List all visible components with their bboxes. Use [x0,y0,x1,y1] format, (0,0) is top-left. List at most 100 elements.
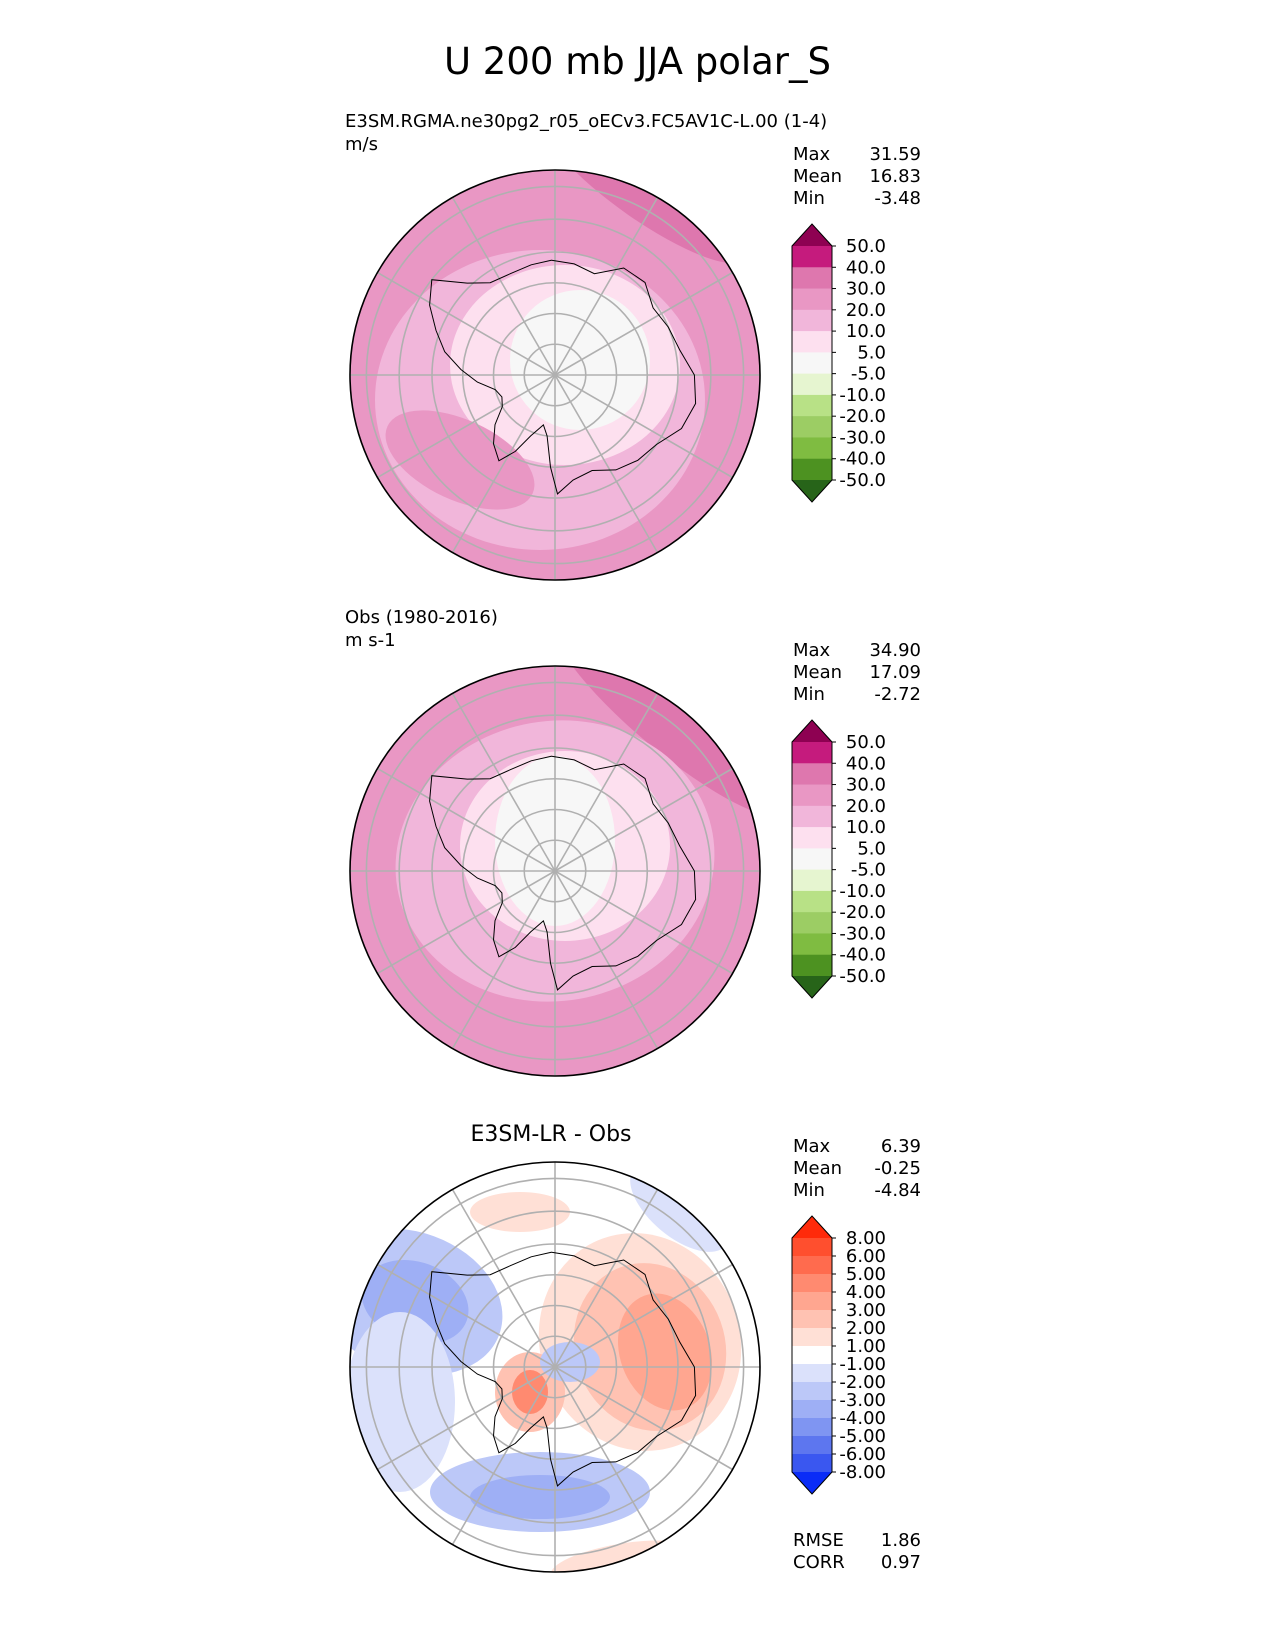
meridian-line [554,1366,659,1545]
colorbar-segment [792,1436,832,1455]
colorbar-tick-label: -20.0 [839,902,886,923]
meridian-line [554,1263,733,1368]
map-boundary [349,665,761,1077]
meridian-line [554,374,659,553]
colorbar-segment [792,784,832,807]
colorbar-segment [792,288,832,311]
colorbar-extend-top [792,1216,832,1238]
colorbar-tick-label: 5.0 [857,838,886,859]
colorbar-segment [792,1382,832,1401]
colorbar-segment [792,848,832,871]
colorbar-segment [792,890,832,913]
colorbar-tick-label: 30.0 [846,775,886,796]
colorbar-tick-label: -1.00 [839,1354,886,1375]
colorbar-tick-label: -5.0 [851,860,886,881]
meridian-line [554,374,733,479]
meridian-line [451,197,556,376]
colorbar-segment [792,742,832,764]
colorbar-tick-label: 2.00 [846,1318,886,1339]
colorbar-extend-bottom [792,1472,832,1494]
colorbar-tick-label: -3.00 [839,1390,886,1411]
colorbar-tick-label: 50.0 [846,236,886,257]
meridian-line [554,767,733,872]
colorbar-tick-label: 20.0 [846,796,886,817]
colorbar-segment [792,954,832,977]
colorbar-segment [792,437,832,460]
colorbar-segment [792,805,832,828]
meridian-line [554,870,659,1049]
panel-title: E3SM.RGMA.ne30pg2_r05_oECv3.FC5AV1C-L.00… [345,111,828,132]
colorbar-segment [792,1328,832,1347]
colorbar-segment [792,394,832,417]
colorbar-tick-label: -2.00 [839,1372,886,1393]
map-boundary [349,169,761,581]
panel-units: m/s [345,134,378,155]
panel-title: E3SM-LR - Obs [470,1122,632,1147]
colorbar-tick-label: -10.0 [839,881,886,902]
colorbar-extend-bottom [792,480,832,502]
colorbar-tick-label: 40.0 [846,257,886,278]
colorbar-tick-label: -50.0 [839,966,886,987]
stat-mean: Mean -0.25 [793,1158,921,1179]
field-neg-3b [470,1475,610,1519]
meridian-line [554,271,733,376]
colorbar-tick-label: 10.0 [846,817,886,838]
colorbar-tick-label: -40.0 [839,449,886,470]
colorbar-segment [792,1454,832,1473]
colorbar-segment [792,1310,832,1329]
meridian-line [554,693,659,872]
meridian-line [451,870,556,1049]
colorbar-tick-label: 5.00 [846,1264,886,1285]
colorbar-tick-label: -5.00 [839,1426,886,1447]
colorbar-segment [792,869,832,892]
meridian-line [377,271,556,376]
colorbar-segment [792,1292,832,1311]
meridian-line [554,870,733,975]
colorbar-tick-label: -50.0 [839,470,886,491]
colorbar-tick-label: 40.0 [846,753,886,774]
stat-min: Min -2.72 [793,684,921,705]
meridian-line [377,374,556,479]
colorbar-tick-label: -5.0 [851,364,886,385]
colorbar-tick-label: -4.00 [839,1408,886,1429]
map-boundary [349,1161,761,1573]
colorbar-segment [792,331,832,353]
field-pos-3 [617,1293,713,1411]
colorbar-tick-label: 30.0 [846,279,886,300]
colorbar-segment [792,1418,832,1437]
colorbar-segment [792,309,832,332]
figure-title: U 200 mb JJA polar_S [443,40,832,83]
colorbar-tick-label: -30.0 [839,923,886,944]
field-layer [350,170,760,580]
colorbar-extend-top [792,720,832,742]
colorbar-segment [792,1256,832,1275]
stat-max: Max 6.39 [793,1136,921,1157]
colorbar-tick-label: 4.00 [846,1282,886,1303]
stats-block: Max 34.90 Mean 17.09 Min -2.72 [793,640,921,706]
colorbar-tick-label: 50.0 [846,732,886,753]
colorbar: 50.040.030.020.010.05.0-5.0-10.0-20.0-30… [791,223,886,503]
meridian-line [554,1366,733,1471]
colorbar-extend-bottom [792,976,832,998]
colorbar-tick-label: 5.0 [857,342,886,363]
colorbar-tick-label: 8.00 [846,1228,886,1249]
antarctica-coastline [429,1251,697,1487]
meridian-line [451,374,556,553]
colorbar-segment [792,458,832,481]
colorbar-segment [792,1238,832,1257]
polar-map [349,169,761,581]
colorbar-segment [792,1364,832,1383]
antarctica-coastline [429,259,697,495]
meridian-line [377,870,556,975]
panel-title: Obs (1980-2016) [345,607,498,628]
colorbar-tick-label: -30.0 [839,427,886,448]
field-neg-1 [350,1312,455,1492]
colorbar-tick-label: 3.00 [846,1300,886,1321]
colorbar-tick-label: 10.0 [846,321,886,342]
colorbar-segment [792,373,832,396]
colorbar-tick-label: -6.00 [839,1444,886,1465]
polar-map [349,1161,761,1573]
colorbar-tick-label: -40.0 [839,945,886,966]
stat-max: Max 34.90 [793,640,921,661]
colorbar-tick-label: 1.00 [846,1336,886,1357]
